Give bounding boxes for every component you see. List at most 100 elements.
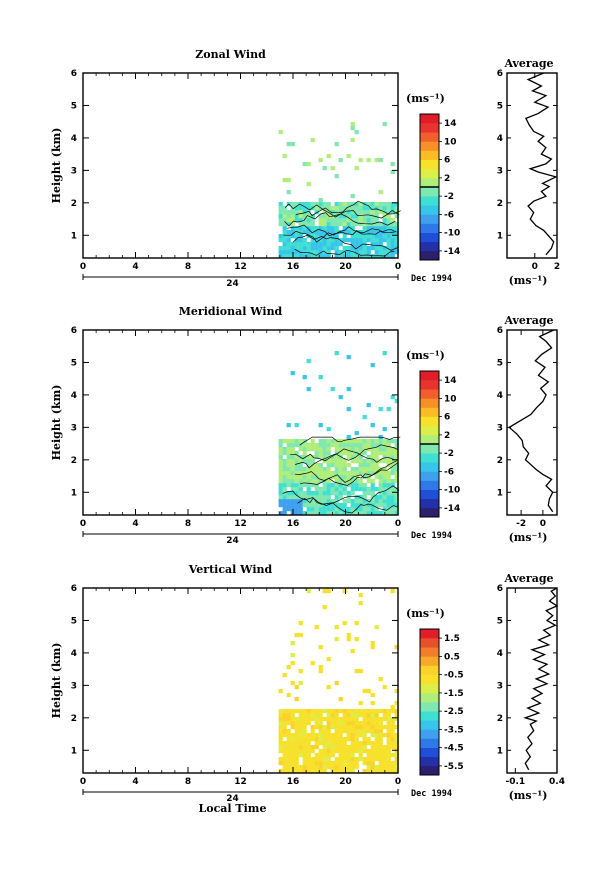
heatmap-cell (334, 507, 339, 512)
heatmap-cell (378, 503, 383, 508)
heatmap-cell (346, 757, 351, 762)
heatmap-cell (382, 495, 387, 500)
heatmap-cell (362, 769, 367, 774)
heatmap-cell (318, 439, 323, 444)
colorbar-tick-label: -5.5 (444, 762, 464, 772)
heatmap-cell (330, 226, 335, 231)
heatmap-cell (374, 202, 379, 207)
heatmap-cell (394, 206, 399, 211)
heatmap-cell (390, 234, 395, 239)
heatmap-cell (382, 467, 387, 472)
heatmap-cell (382, 507, 387, 512)
heatmap-cell (358, 669, 363, 674)
heatmap-cell (370, 238, 375, 243)
heatmap-cell (278, 222, 283, 227)
heatmap-cell (350, 443, 355, 448)
heatmap-cell (330, 246, 335, 251)
heatmap-cell (374, 439, 379, 444)
heatmap-cell (278, 491, 283, 496)
heatmap-cell (366, 439, 371, 444)
colorbar-tick-label: 6 (444, 413, 450, 423)
heatmap-cell (358, 443, 363, 448)
heatmap-cell (358, 709, 363, 714)
heatmap-cell (342, 475, 347, 480)
heatmap-cell (294, 741, 299, 746)
heatmap-cell (382, 479, 387, 484)
heatmap-cell (386, 210, 391, 215)
heatmap-cell (350, 725, 355, 730)
heatmap-cell (294, 459, 299, 464)
heatmap-cell (314, 737, 319, 742)
heatmap-cell (362, 725, 367, 730)
contour-line (292, 234, 399, 251)
heatmap-cell (330, 206, 335, 211)
heatmap-cell (382, 753, 387, 758)
colorbar-segment (420, 250, 439, 261)
colorbar-segment (420, 720, 439, 730)
heatmap-cell (374, 721, 379, 726)
heatmap-cell (338, 443, 343, 448)
colorbar-segment (420, 462, 439, 472)
heatmap-cell (354, 741, 359, 746)
heatmap-cell (294, 507, 299, 512)
heatmap-cell (282, 439, 287, 444)
heatmap-cell (286, 507, 291, 512)
y-axis-label: Height (km) (50, 643, 63, 719)
heatmap-cell (302, 709, 307, 714)
heatmap-cell (282, 210, 287, 215)
heatmap-cell (374, 214, 379, 219)
heatmap-cell (358, 459, 363, 464)
heatmap-cell (394, 725, 399, 730)
heatmap-cell (390, 222, 395, 227)
heatmap-cell (390, 210, 395, 215)
heatmap-cell (306, 709, 311, 714)
heatmap-cell (318, 769, 323, 774)
heatmap-cell (306, 479, 311, 484)
heatmap-cell (322, 725, 327, 730)
heatmap-cell (366, 503, 371, 508)
heatmap-cell (394, 250, 399, 255)
heatmap-cell (334, 503, 339, 508)
heatmap-cell (386, 250, 391, 255)
heatmap-cell (370, 463, 375, 468)
heatmap-cell (298, 741, 303, 746)
heatmap-cell (390, 246, 395, 251)
colorbar-segment (420, 241, 439, 252)
heatmap-cell (350, 757, 355, 762)
y-tick-label: 3 (71, 681, 77, 691)
contour-line (282, 485, 400, 506)
heatmap-cell (378, 479, 383, 484)
heatmap-cell (314, 487, 319, 492)
heatmap-cell (306, 471, 311, 476)
heatmap-cell (346, 483, 351, 488)
heatmap-cell (338, 503, 343, 508)
heatmap-cell (314, 246, 319, 251)
heatmap-cell (354, 250, 359, 255)
heatmap-cell (302, 242, 307, 247)
heatmap-cell (394, 471, 399, 476)
heatmap-cell (350, 234, 355, 239)
heatmap-cell (378, 475, 383, 480)
heatmap-cell (370, 725, 375, 730)
heatmap-cell (326, 443, 331, 448)
heatmap-cell (346, 222, 351, 227)
heatmap-cell (286, 230, 291, 235)
heatmap-cell (390, 495, 395, 500)
heatmap-cell (346, 745, 351, 750)
heatmap-cell (338, 230, 343, 235)
heatmap-cell (298, 769, 303, 774)
heatmap-cell (346, 154, 351, 159)
heatmap-cell (342, 451, 347, 456)
heatmap-cell (326, 741, 331, 746)
heatmap-cell (390, 753, 395, 758)
heatmap-cell (286, 721, 291, 726)
heatmap-cell (326, 459, 331, 464)
colorbar-segment (420, 407, 439, 417)
heatmap-cell (326, 495, 331, 500)
heatmap-cell (346, 721, 351, 726)
heatmap-cell (278, 733, 283, 738)
heatmap-cell (358, 202, 363, 207)
heatmap-cell (362, 511, 367, 516)
heatmap-cell (350, 246, 355, 251)
heatmap-cell (282, 451, 287, 456)
